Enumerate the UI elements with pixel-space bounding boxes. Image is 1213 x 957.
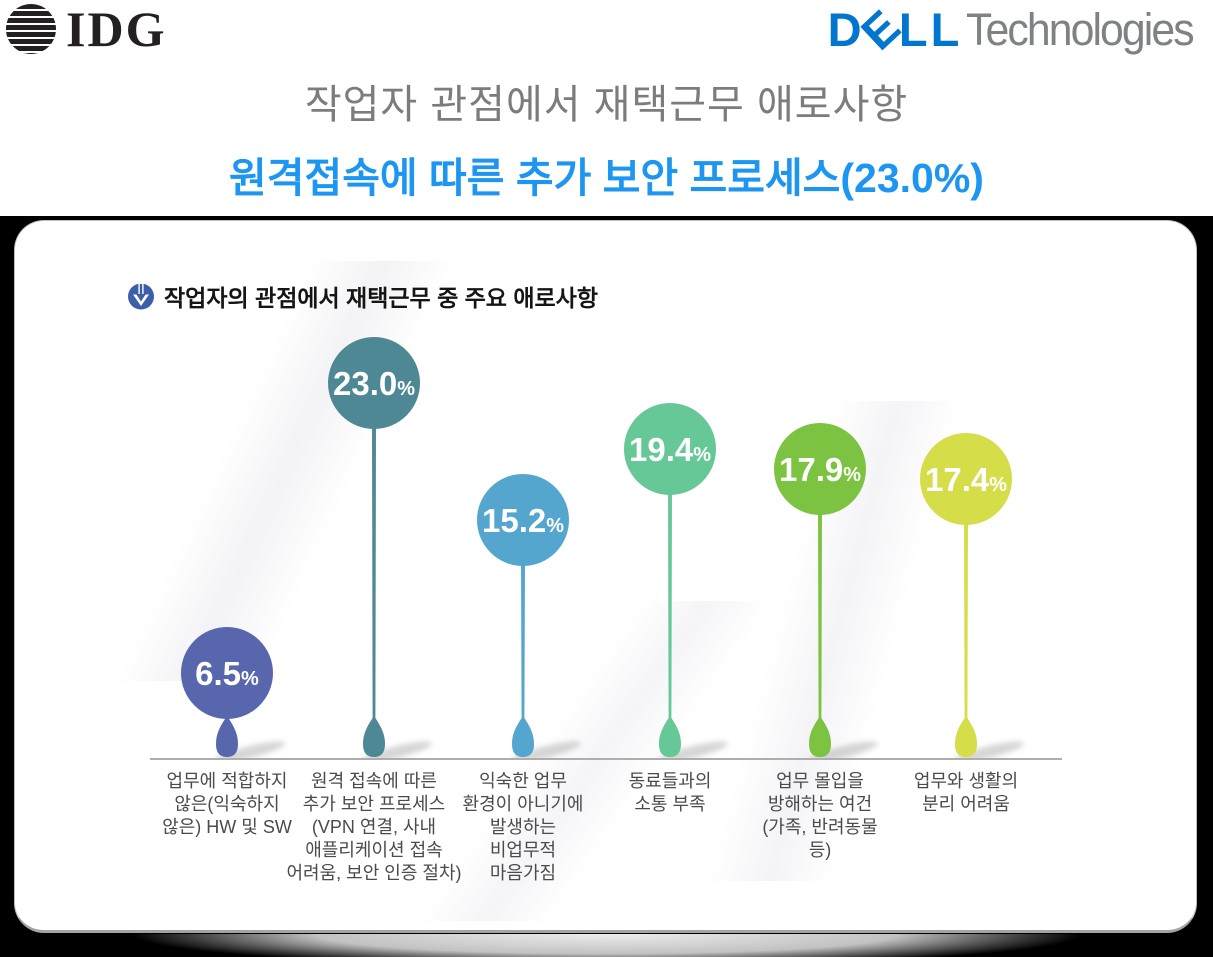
balloon-shadow: [808, 741, 878, 758]
down-arrow-circle-icon: [128, 282, 154, 310]
dell-technologies-text: Technologies: [966, 3, 1195, 55]
card-reflection: [52, 934, 1161, 957]
balloon-bubble: [774, 423, 866, 515]
category-label-security-process: 원격 접속에 따른 추가 보안 프로세스 (VPN 연결, 사내 애플리케이션 …: [286, 771, 462, 884]
header-band: IDG D E LL Technologies 작업자 관점에서 재택근무 애로사항…: [0, 0, 1213, 216]
balloon-unfamiliar-environment: 15.2%: [458, 472, 588, 758]
dell-letters-ll: LL: [898, 2, 963, 56]
chart-title-row: 작업자의 관점에서 재택근무 중 주요 애로사항: [127, 279, 598, 313]
category-label-distractions: 업무 몰입을 방해하는 여건 (가족, 반려동물 등): [762, 771, 878, 861]
chart-title: 작업자의 관점에서 재택근무 중 주요 애로사항: [164, 285, 598, 311]
balloon-stem: [955, 517, 977, 757]
balloon-value: 17.9%: [779, 451, 861, 488]
balloon-shadow: [362, 741, 432, 758]
balloon-bubble: [328, 337, 420, 429]
headline: 작업자 관점에서 재택근무 애로사항 원격접속에 따른 추가 보안 프로세스(2…: [0, 72, 1213, 204]
idg-logo: IDG: [6, 2, 166, 56]
balloon-value: 15.2%: [482, 502, 564, 539]
balloon-value: 17.4%: [925, 461, 1007, 498]
balloon-stem: [809, 507, 831, 757]
dell-technologies-logo: D E LL Technologies: [827, 0, 1205, 59]
balloon-work-life-separation: 17.4%: [901, 431, 1031, 758]
balloon-bubble: [920, 433, 1012, 525]
balloon-stem: [659, 487, 681, 757]
idg-logo-text: IDG: [66, 1, 167, 57]
balloon-stem: [363, 421, 385, 757]
dell-wordmark: D E LL: [827, 0, 963, 59]
balloon-value: 23.0%: [333, 365, 415, 402]
category-label-work-life-separation: 업무와 생활의 분리 어려움: [913, 771, 1019, 815]
chart-card: 작업자의 관점에서 재택근무 중 주요 애로사항 6.5% 23.0%: [14, 220, 1197, 933]
balloon-distractions: 17.9%: [755, 421, 885, 758]
idg-speedlines-icon: [6, 18, 12, 42]
axis-baseline: [150, 758, 1062, 760]
balloon-hw-sw: 6.5%: [162, 625, 292, 758]
balloon-value: 6.5%: [195, 655, 259, 692]
balloon-shadow: [215, 741, 285, 758]
category-label-unfamiliar-environment: 익숙한 업무 환경이 아니기에 발생하는 비업무적 마음가짐: [462, 771, 584, 884]
balloon-communication: 19.4%: [605, 401, 735, 758]
balloon-bubble: [624, 403, 716, 495]
dell-letter-d: D: [827, 2, 865, 56]
headline-subtitle: 작업자 관점에서 재택근무 애로사항: [304, 83, 909, 127]
balloon-value: 19.4%: [629, 431, 711, 468]
balloon-bubble: [181, 627, 273, 719]
balloon-shadow: [658, 741, 728, 758]
balloon-security-process: 23.0%: [309, 335, 439, 758]
headline-main-title: 원격접속에 따른 추가 보안 프로세스(23.0%): [229, 155, 984, 201]
idg-globe-icon: [6, 4, 56, 54]
balloon-shadow: [954, 741, 1024, 758]
category-label-hw-sw: 업무에 적합하지 않은(익숙하지 않은) HW 및 SW: [162, 771, 292, 838]
balloon-stem: [512, 558, 534, 757]
balloon-stem: [216, 711, 238, 757]
category-label-communication: 동료들과의 소통 부족: [628, 771, 712, 815]
balloon-bubble: [477, 474, 569, 566]
balloon-shadow: [511, 741, 581, 758]
